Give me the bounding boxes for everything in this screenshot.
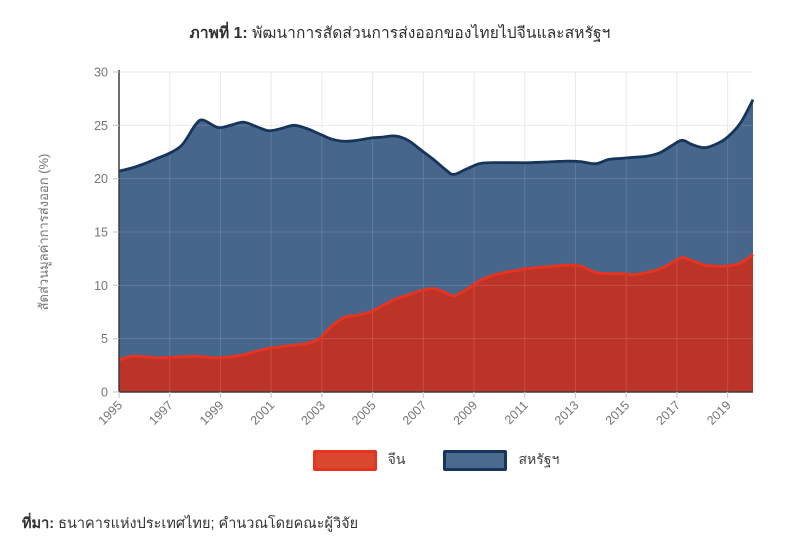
source-note: ที่มา: ธนาคารแห่งประเทศไทย; คำนวณโดยคณะผ… xyxy=(22,512,358,535)
legend-item-china[interactable]: จีน xyxy=(312,449,406,471)
x-tick-label: 2015 xyxy=(603,398,633,428)
y-tick-label: 15 xyxy=(94,226,108,240)
x-tick-label: 1995 xyxy=(96,398,126,428)
source-note-text: ธนาคารแห่งประเทศไทย; คำนวณโดยคณะผู้วิจัย xyxy=(54,516,359,532)
x-tick-label: 2007 xyxy=(400,398,430,428)
y-tick-label: 5 xyxy=(101,332,108,346)
x-tick-label: 2005 xyxy=(349,398,379,428)
china-line xyxy=(118,253,754,362)
x-tick-label: 1999 xyxy=(197,398,227,428)
usa-color-swatch xyxy=(443,449,508,471)
x-tick-label: 2001 xyxy=(248,398,278,428)
x-tick-label: 2017 xyxy=(653,398,683,428)
legend-label-china: จีน xyxy=(387,451,406,467)
chart-title-prefix: ภาพที่ 1: xyxy=(189,25,248,42)
y-tick-label: 10 xyxy=(94,279,108,293)
x-tick-label: 2013 xyxy=(552,398,582,428)
legend-item-usa[interactable]: สหรัฐฯ xyxy=(443,449,559,471)
x-tick-label: 2003 xyxy=(298,398,328,428)
x-tick-label: 2011 xyxy=(502,398,531,427)
y-axis-title: สัดส่วนมูลค่าการส่งออก (%) xyxy=(36,154,52,311)
china-color-swatch xyxy=(312,449,377,471)
x-tick-label: 2019 xyxy=(704,398,734,428)
chart-legend: จีน สหรัฐฯ xyxy=(72,449,800,471)
x-tick-label: 1997 xyxy=(146,398,176,428)
source-note-prefix: ที่มา: xyxy=(22,516,55,532)
usa-line xyxy=(118,99,755,176)
china-area xyxy=(119,254,753,392)
y-tick-label: 30 xyxy=(94,66,108,80)
y-tick-label: 20 xyxy=(94,172,108,186)
y-tick-label: 0 xyxy=(101,386,108,400)
y-tick-label: 25 xyxy=(94,119,108,133)
legend-label-usa: สหรัฐฯ xyxy=(518,451,560,467)
chart-title-text: พัฒนาการสัดส่วนการส่งออกของไทยไปจีนและสห… xyxy=(247,25,611,42)
x-tick-label: 2009 xyxy=(451,398,481,428)
chart-title: ภาพที่ 1: พัฒนาการสัดส่วนการส่งออกของไทย… xyxy=(0,20,800,45)
